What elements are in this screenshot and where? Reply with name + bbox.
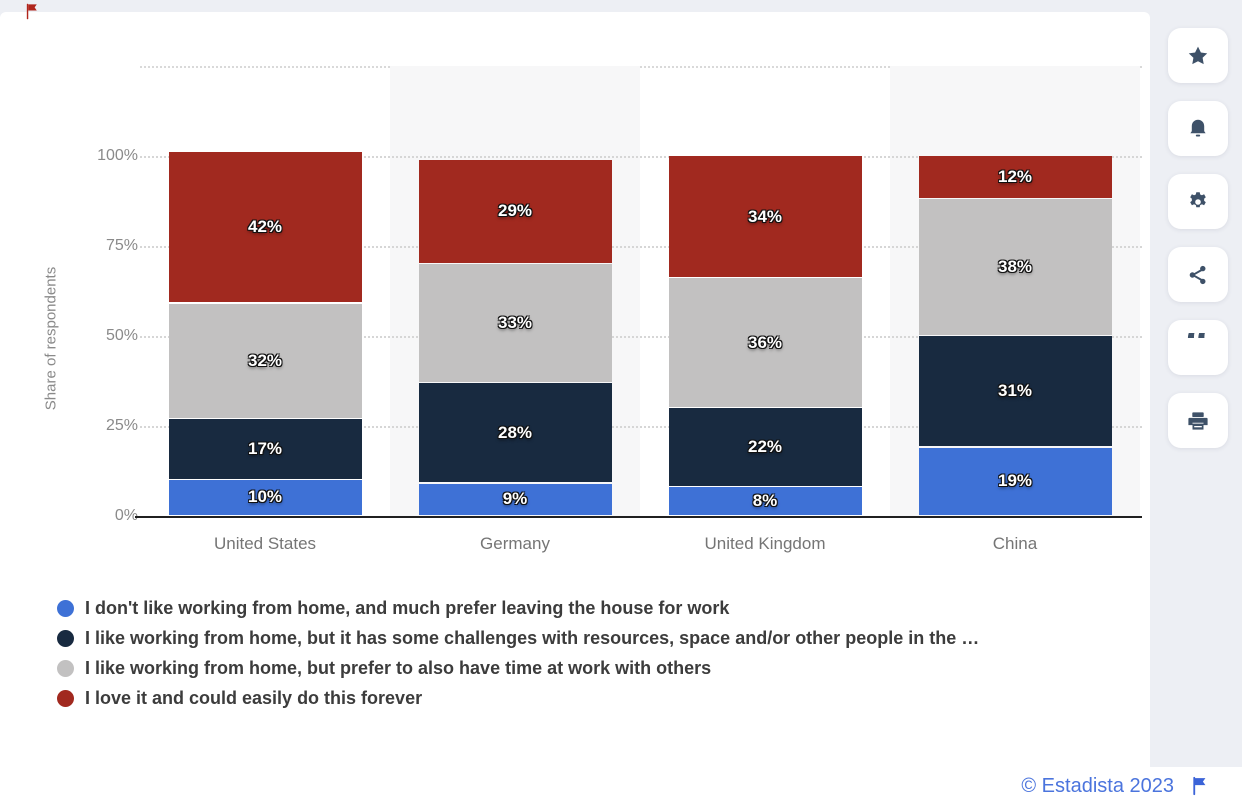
y-tick-label: 75% bbox=[105, 237, 138, 254]
y-axis-title: Share of respondents bbox=[42, 266, 60, 411]
y-tick-label: 100% bbox=[97, 147, 138, 164]
gear-icon bbox=[1186, 190, 1210, 214]
legend-item: I love it and could easily do this forev… bbox=[57, 683, 979, 713]
bar-segment[interactable] bbox=[668, 156, 862, 278]
settings-button[interactable] bbox=[1168, 174, 1228, 229]
legend-label: I like working from home, but prefer to … bbox=[85, 657, 712, 678]
bar-segment[interactable] bbox=[168, 303, 362, 418]
share-button[interactable] bbox=[1168, 247, 1228, 302]
x-category-label: China bbox=[992, 534, 1038, 553]
legend-item: I don't like working from home, and much… bbox=[57, 593, 979, 623]
bar-segment[interactable] bbox=[168, 418, 362, 479]
copyright-link[interactable]: © Estadista 2023 bbox=[1021, 775, 1174, 797]
bar-value-label: 33% bbox=[497, 312, 533, 332]
gridline bbox=[140, 246, 1142, 248]
legend-item: I like working from home, but prefer to … bbox=[57, 653, 979, 683]
y-tick-label: 50% bbox=[105, 327, 138, 344]
bar-segment[interactable] bbox=[168, 152, 362, 303]
bar-segment[interactable] bbox=[668, 278, 862, 407]
notifications-button[interactable] bbox=[1168, 101, 1228, 156]
plot-top-gridline bbox=[140, 66, 1142, 68]
bar-value-label: 9% bbox=[502, 489, 528, 509]
bell-icon bbox=[1186, 117, 1210, 141]
bar-value-label: 32% bbox=[247, 350, 283, 370]
blue-flag-icon[interactable] bbox=[1190, 775, 1210, 802]
legend: I don't like working from home, and much… bbox=[57, 593, 979, 713]
bar-value-label: 42% bbox=[247, 217, 283, 237]
y-tick-label: 0% bbox=[114, 507, 138, 524]
share-icon bbox=[1186, 263, 1210, 287]
bar-value-label: 19% bbox=[997, 471, 1033, 491]
bar-value-label: 38% bbox=[997, 257, 1033, 276]
gridline bbox=[140, 156, 1142, 158]
favorite-button[interactable] bbox=[1168, 28, 1228, 83]
bar-segment[interactable] bbox=[918, 156, 1112, 198]
bar-segment[interactable] bbox=[918, 199, 1112, 335]
legend-label: I love it and could easily do this forev… bbox=[85, 687, 423, 708]
quote-icon: “ bbox=[1184, 332, 1212, 363]
bar-value-label: 8% bbox=[752, 491, 778, 510]
bar-value-label: 34% bbox=[747, 206, 783, 226]
bar-segment[interactable] bbox=[418, 483, 612, 515]
bar-value-label: 28% bbox=[497, 422, 533, 442]
x-category-label: United States bbox=[213, 534, 317, 553]
bar-segment[interactable] bbox=[418, 264, 612, 382]
print-button[interactable] bbox=[1168, 393, 1228, 448]
bar-segment[interactable] bbox=[668, 408, 862, 486]
bar-value-label: 17% bbox=[247, 438, 283, 458]
bar-segment[interactable] bbox=[418, 159, 612, 263]
bar-value-label: 29% bbox=[497, 201, 533, 221]
legend-swatch bbox=[57, 659, 74, 677]
bar-value-label: 12% bbox=[997, 167, 1033, 186]
bar-segment[interactable] bbox=[418, 382, 612, 483]
legend-swatch bbox=[57, 689, 74, 707]
printer-icon bbox=[1186, 409, 1210, 433]
bar-value-label: 22% bbox=[747, 437, 783, 456]
x-category-label: United Kingdom bbox=[704, 534, 826, 553]
bar-segment[interactable] bbox=[668, 487, 862, 515]
gridline bbox=[140, 426, 1142, 428]
bar-segment[interactable] bbox=[918, 447, 1112, 515]
cite-button[interactable]: “ bbox=[1168, 320, 1228, 375]
bar-value-label: 10% bbox=[247, 487, 283, 507]
legend-swatch bbox=[57, 629, 74, 647]
star-icon bbox=[1186, 44, 1210, 68]
legend-swatch bbox=[57, 599, 74, 617]
bar-segment[interactable] bbox=[918, 336, 1112, 447]
gridline bbox=[140, 336, 1142, 338]
legend-label: I like working from home, but it has som… bbox=[85, 627, 980, 648]
y-tick-label: 25% bbox=[105, 417, 138, 434]
legend-label: I don't like working from home, and much… bbox=[85, 597, 730, 618]
legend-item: I like working from home, but it has som… bbox=[57, 623, 979, 653]
red-flag-icon bbox=[24, 2, 41, 26]
bar-value-label: 36% bbox=[747, 332, 783, 352]
x-axis-line bbox=[135, 516, 1142, 518]
x-category-label: Germany bbox=[480, 534, 550, 553]
bar-value-label: 31% bbox=[997, 381, 1033, 401]
footer: © Estadista 2023 bbox=[0, 767, 1242, 808]
bar-segment[interactable] bbox=[168, 480, 362, 515]
